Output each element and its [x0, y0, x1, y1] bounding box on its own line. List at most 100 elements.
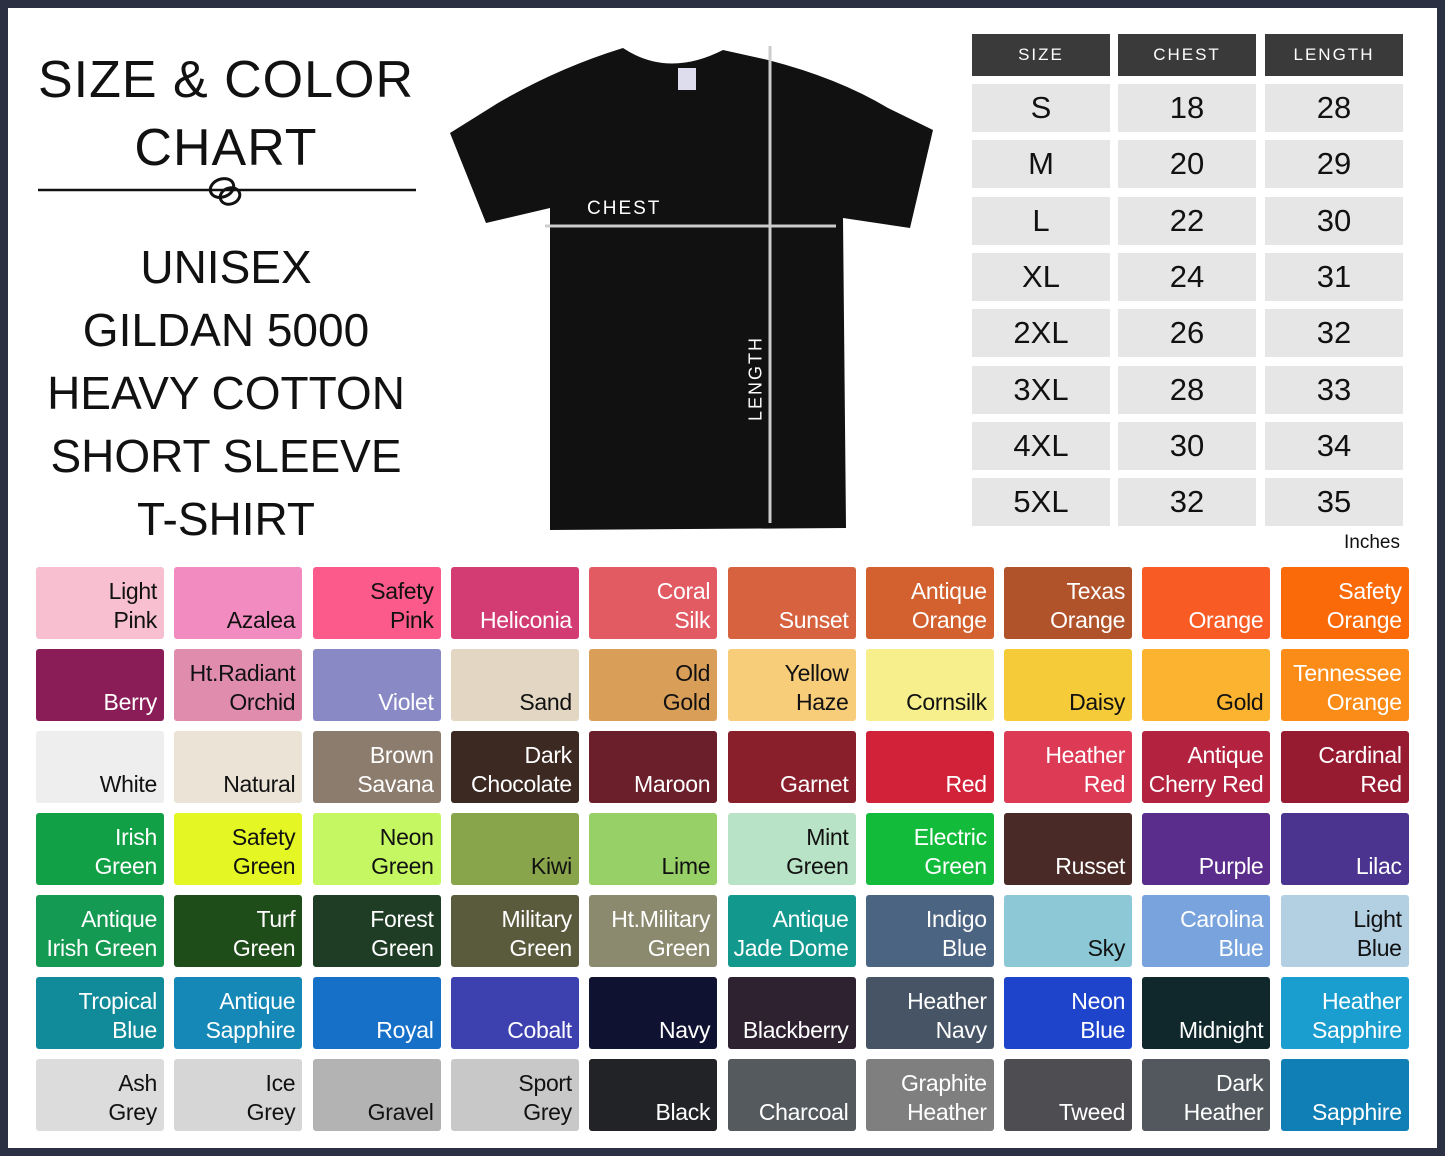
color-swatch: Black — [589, 1059, 718, 1131]
chest-cell: 32 — [1118, 478, 1256, 527]
color-swatch: Ht.Military Green — [589, 895, 718, 967]
color-name: Red — [945, 771, 988, 797]
size-cell: L — [972, 196, 1110, 245]
color-swatch: Electric Green — [865, 813, 994, 885]
color-name: Antique Orange — [910, 578, 987, 633]
length-cell: 29 — [1265, 140, 1403, 189]
color-name: Safety Green — [231, 824, 296, 879]
color-swatch: Russet — [1004, 813, 1133, 885]
color-swatch: Sky — [1004, 895, 1133, 967]
color-swatch: Charcoal — [727, 1059, 856, 1131]
chest-cell: 18 — [1118, 84, 1256, 132]
color-swatch: Sand — [450, 649, 579, 721]
color-swatch: Texas Orange — [1004, 567, 1133, 639]
color-swatch: Old Gold — [589, 649, 718, 721]
color-swatch: Yellow Haze — [727, 649, 856, 721]
color-name: Cobalt — [507, 1017, 572, 1043]
color-name: Dark Chocolate — [471, 742, 572, 797]
color-swatch: Light Blue — [1280, 895, 1409, 967]
size-cell: 5XL — [972, 478, 1110, 527]
color-swatch: Safety Orange — [1280, 567, 1409, 639]
color-name: Tennessee Orange — [1293, 660, 1402, 715]
color-swatch: Carolina Blue — [1142, 895, 1271, 967]
color-name: Azalea — [226, 607, 296, 633]
size-cell: 3XL — [972, 365, 1110, 414]
color-swatch: Coral Silk — [589, 567, 718, 639]
color-swatch: Safety Green — [174, 813, 303, 885]
color-name: Mint Green — [786, 824, 849, 879]
chest-cell: 24 — [1118, 252, 1256, 301]
color-name: Tropical Blue — [78, 988, 157, 1043]
color-swatch: Antique Orange — [865, 567, 994, 639]
color-name: Charcoal — [758, 1099, 849, 1125]
ornament-divider — [38, 177, 416, 206]
color-name: Gravel — [367, 1099, 434, 1125]
units-label: Inches — [1344, 532, 1400, 553]
chart-title: SIZE & COLOR CHART UNISEX GILDAN 5000 HE… — [36, 46, 416, 551]
color-swatch: Cornsilk — [865, 649, 994, 721]
header-chest: CHEST — [1118, 34, 1256, 76]
chest-cell: 20 — [1118, 140, 1256, 189]
color-swatch: Irish Green — [36, 813, 164, 885]
tshirt-diagram — [450, 46, 933, 530]
color-name: Lilac — [1355, 853, 1402, 879]
chest-cell: 30 — [1118, 421, 1256, 470]
color-swatch: Tennessee Orange — [1280, 649, 1409, 721]
length-cell: 34 — [1265, 421, 1403, 470]
color-name: Irish Green — [94, 824, 158, 879]
color-swatch: Ht.Radiant Orchid — [174, 649, 303, 721]
color-name: Garnet — [779, 771, 849, 797]
color-swatch: Red — [865, 731, 994, 803]
chest-label: CHEST — [587, 198, 662, 219]
label-tag — [678, 68, 696, 90]
product-line: T-SHIRT — [136, 493, 316, 545]
size-cell: 2XL — [972, 309, 1110, 358]
color-swatch: Daisy — [1004, 649, 1133, 721]
color-swatch: Sport Grey — [450, 1059, 579, 1131]
color-name: Cardinal Red — [1318, 742, 1402, 797]
color-swatch: Heather Navy — [865, 977, 994, 1049]
color-name: Texas Orange — [1050, 578, 1126, 633]
color-name: Purple — [1198, 853, 1264, 879]
header-size: SIZE — [972, 34, 1110, 76]
color-name: Cornsilk — [906, 689, 987, 715]
color-name: Natural — [223, 771, 296, 797]
color-swatch: Dark Heather — [1142, 1059, 1271, 1131]
length-cell: 30 — [1265, 196, 1403, 245]
color-name: Sport Grey — [518, 1070, 572, 1125]
color-name: Ash Grey — [108, 1070, 157, 1125]
color-swatch: Cardinal Red — [1280, 731, 1409, 803]
color-swatch: Light Pink — [36, 567, 164, 639]
length-cell: 32 — [1265, 309, 1403, 358]
color-name: Light Blue — [1353, 906, 1402, 961]
color-swatch: Indigo Blue — [865, 895, 994, 967]
color-swatch: Cobalt — [450, 977, 579, 1049]
color-swatch: Tropical Blue — [36, 977, 164, 1049]
color-swatch: Antique Jade Dome — [727, 895, 856, 967]
color-swatch: Sunset — [727, 567, 856, 639]
size-color-chart: SIZE & COLOR CHART UNISEX GILDAN 5000 HE… — [8, 8, 1437, 1148]
color-swatch: Gravel — [312, 1059, 441, 1131]
chest-cell: 22 — [1118, 196, 1256, 245]
color-name: Heather Red — [1045, 742, 1126, 797]
length-cell: 31 — [1265, 252, 1403, 301]
size-cell: S — [972, 84, 1110, 132]
color-name: Dark Heather — [1183, 1070, 1264, 1125]
size-cell: XL — [972, 252, 1110, 301]
color-name: Antique Cherry Red — [1148, 742, 1264, 797]
color-name: Orange — [1188, 607, 1264, 633]
color-swatch: Azalea — [174, 567, 303, 639]
color-swatch: Violet — [312, 649, 441, 721]
color-name: Black — [655, 1099, 711, 1125]
color-swatch: Berry — [36, 649, 164, 721]
color-swatch: Lime — [589, 813, 718, 885]
color-name: Antique Irish Green — [46, 906, 158, 961]
color-name: Violet — [378, 689, 434, 715]
color-name: Navy — [658, 1017, 711, 1043]
color-name: Electric Green — [913, 824, 987, 879]
header-length: LENGTH — [1265, 34, 1403, 76]
color-name: Ht.Military Green — [611, 906, 711, 961]
product-line: SHORT SLEEVE — [50, 430, 402, 482]
color-swatch: Heather Red — [1004, 731, 1133, 803]
color-swatch: Purple — [1142, 813, 1271, 885]
